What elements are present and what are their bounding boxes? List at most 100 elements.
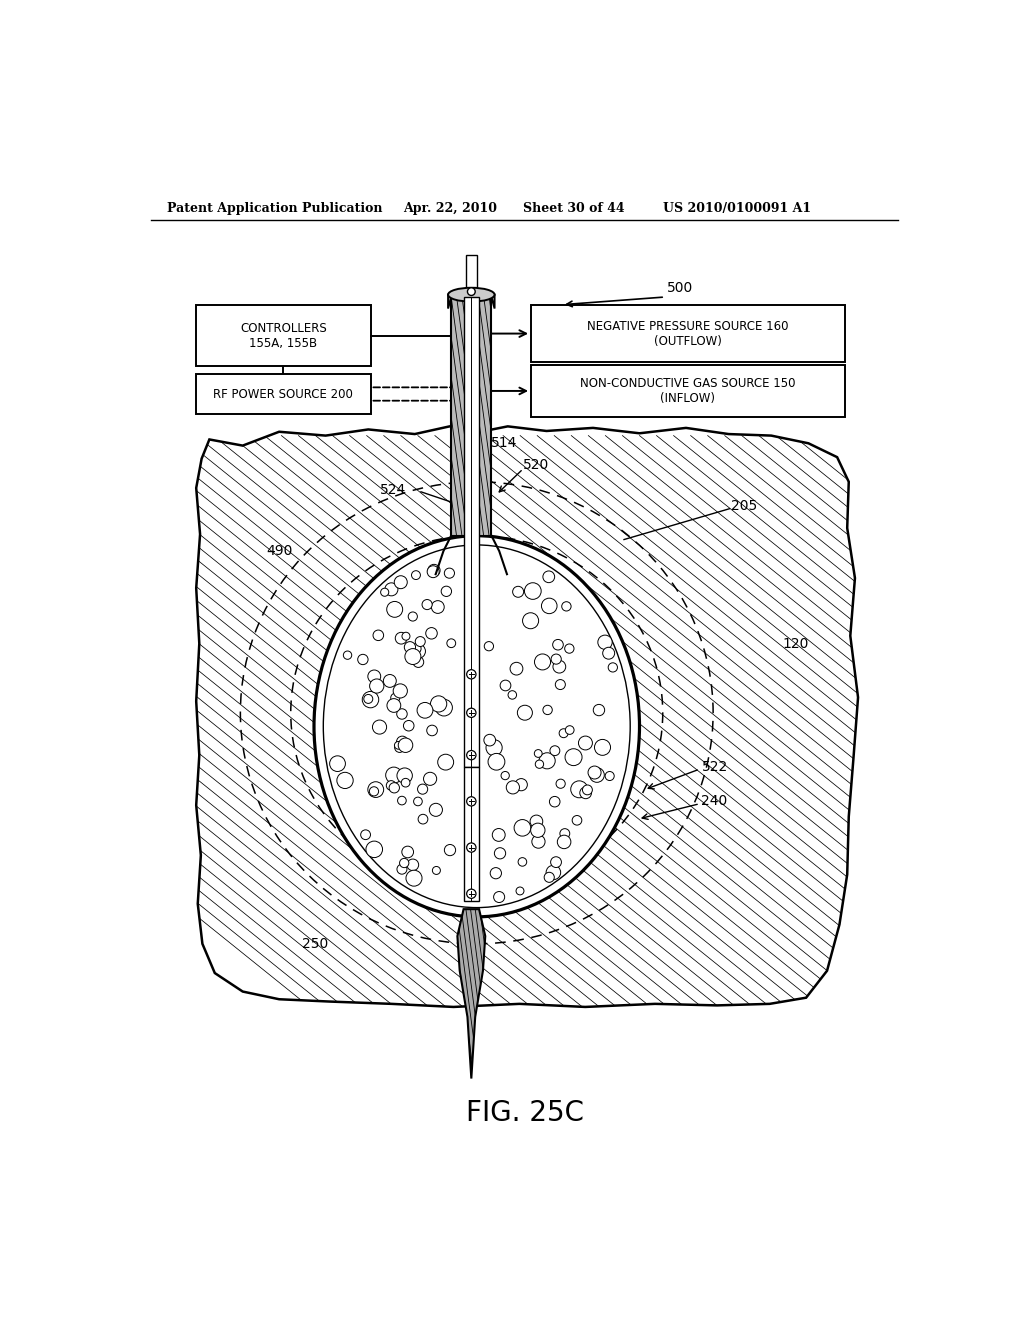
Circle shape (397, 865, 407, 874)
Circle shape (588, 766, 601, 779)
Circle shape (484, 642, 494, 651)
Circle shape (343, 651, 351, 659)
Circle shape (570, 781, 588, 797)
Circle shape (580, 787, 592, 799)
Circle shape (531, 836, 545, 849)
Circle shape (486, 739, 502, 756)
FancyBboxPatch shape (531, 305, 845, 363)
Circle shape (366, 841, 383, 858)
Circle shape (518, 858, 526, 866)
Text: 520: 520 (523, 458, 550, 471)
Circle shape (357, 655, 368, 665)
Circle shape (389, 783, 399, 793)
Circle shape (530, 814, 543, 828)
Circle shape (551, 857, 561, 867)
Circle shape (386, 780, 396, 791)
Circle shape (364, 694, 373, 704)
Circle shape (543, 572, 555, 582)
Circle shape (432, 866, 440, 874)
Circle shape (394, 576, 408, 589)
Circle shape (330, 756, 345, 771)
Circle shape (337, 772, 353, 788)
Circle shape (603, 647, 614, 659)
Circle shape (396, 737, 408, 747)
Circle shape (444, 845, 456, 855)
Circle shape (397, 768, 413, 783)
Text: 522: 522 (701, 760, 728, 774)
Circle shape (608, 663, 617, 672)
Circle shape (514, 820, 530, 836)
Circle shape (418, 814, 428, 824)
Circle shape (393, 684, 408, 698)
Circle shape (530, 824, 545, 837)
Circle shape (467, 890, 476, 899)
Text: 514: 514 (490, 437, 517, 450)
Circle shape (412, 570, 421, 579)
Text: 120: 120 (783, 636, 809, 651)
Text: 205: 205 (731, 499, 757, 513)
Circle shape (370, 678, 384, 693)
Circle shape (598, 635, 612, 649)
Text: US 2010/0100091 A1: US 2010/0100091 A1 (663, 202, 811, 215)
Circle shape (557, 836, 570, 849)
Circle shape (362, 692, 379, 708)
Text: 250: 250 (302, 937, 329, 950)
Circle shape (404, 648, 421, 664)
Circle shape (370, 787, 379, 796)
Circle shape (435, 700, 453, 715)
Circle shape (398, 738, 413, 752)
Circle shape (559, 729, 568, 738)
Text: NEGATIVE PRESSURE SOURCE 160
(OUTFLOW): NEGATIVE PRESSURE SOURCE 160 (OUTFLOW) (587, 319, 788, 347)
Circle shape (404, 642, 416, 653)
Circle shape (546, 865, 561, 879)
Circle shape (593, 705, 604, 715)
Text: NON-CONDUCTIVE GAS SOURCE 150
(INFLOW): NON-CONDUCTIVE GAS SOURCE 150 (INFLOW) (581, 378, 796, 405)
Circle shape (544, 873, 554, 882)
Circle shape (411, 644, 421, 653)
Circle shape (590, 768, 604, 783)
Circle shape (556, 779, 565, 788)
Circle shape (579, 737, 593, 750)
Circle shape (484, 734, 496, 746)
Text: 490: 490 (266, 544, 292, 558)
Text: Sheet 30 of 44: Sheet 30 of 44 (523, 202, 625, 215)
Text: CONTROLLERS
155A, 155B: CONTROLLERS 155A, 155B (240, 322, 327, 350)
Polygon shape (449, 294, 495, 309)
Circle shape (555, 680, 565, 689)
Circle shape (553, 639, 563, 649)
Circle shape (418, 784, 428, 795)
Circle shape (506, 781, 519, 793)
Circle shape (401, 779, 410, 787)
Circle shape (517, 705, 532, 721)
Circle shape (412, 644, 425, 659)
Circle shape (467, 797, 476, 807)
Circle shape (446, 639, 456, 648)
Text: 524: 524 (380, 483, 407, 496)
Circle shape (488, 754, 505, 770)
Circle shape (406, 870, 422, 886)
Polygon shape (464, 767, 479, 902)
Circle shape (562, 602, 571, 611)
Circle shape (387, 602, 402, 618)
Circle shape (413, 657, 424, 668)
Circle shape (605, 771, 614, 780)
Circle shape (524, 582, 541, 599)
Text: FIG. 25C: FIG. 25C (466, 1100, 584, 1127)
Circle shape (430, 696, 446, 711)
Circle shape (427, 566, 439, 578)
Circle shape (494, 891, 505, 903)
Circle shape (516, 887, 524, 895)
Circle shape (437, 754, 454, 770)
Circle shape (565, 726, 574, 734)
Circle shape (513, 586, 523, 597)
Circle shape (417, 702, 433, 718)
Circle shape (399, 858, 409, 867)
Circle shape (595, 739, 610, 755)
Circle shape (409, 612, 418, 622)
Circle shape (368, 781, 384, 797)
Ellipse shape (314, 536, 640, 917)
Circle shape (500, 680, 511, 690)
Circle shape (383, 675, 396, 688)
Circle shape (467, 669, 476, 678)
Circle shape (428, 565, 440, 577)
